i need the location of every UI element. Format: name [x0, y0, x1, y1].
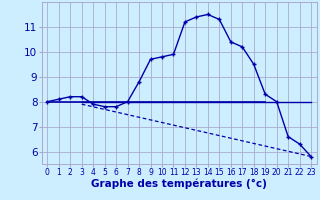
X-axis label: Graphe des températures (°c): Graphe des températures (°c) — [91, 179, 267, 189]
